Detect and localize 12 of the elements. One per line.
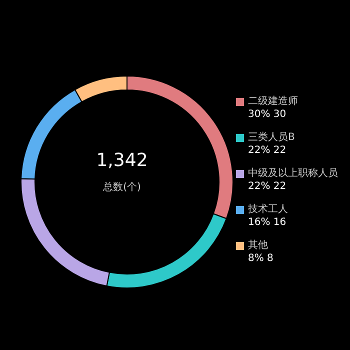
legend-label: 二级建造师 — [248, 95, 298, 108]
data-label: 22% 22 — [247, 180, 288, 193]
text: 总数(个) — [102, 180, 142, 194]
data-label: 8% 8 — [247, 252, 274, 265]
data-label: 30% 30 — [247, 108, 288, 121]
legend-label: 技术工人 — [248, 203, 288, 216]
data-label: 22% 22 — [247, 144, 288, 157]
legend-label: 三类人员B — [248, 131, 295, 144]
text: 1,342 — [95, 150, 149, 171]
legend-label: 其他 — [248, 239, 268, 252]
legend-label: 中级及以上职称人员 — [248, 167, 338, 180]
data-label: 16% 16 — [247, 216, 288, 229]
